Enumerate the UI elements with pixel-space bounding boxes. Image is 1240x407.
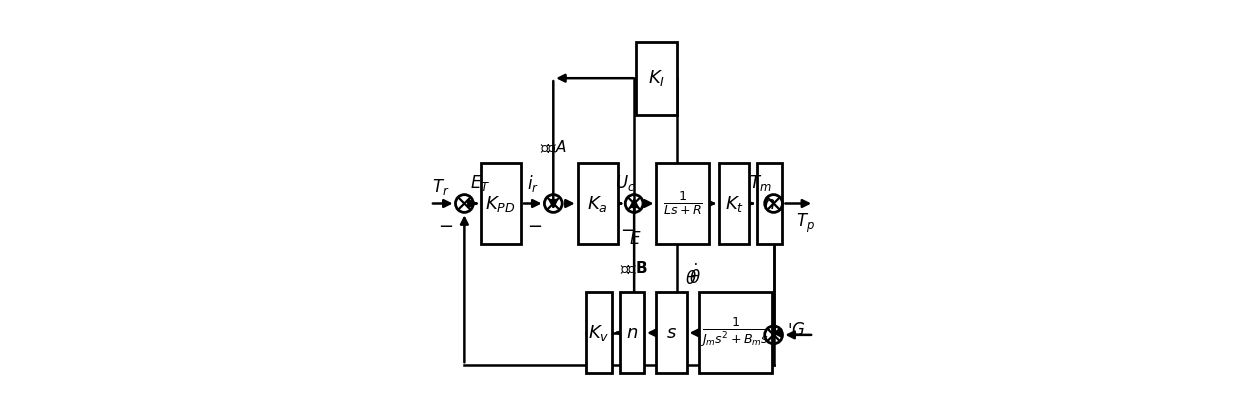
Text: $T_p$: $T_p$ <box>796 212 815 235</box>
Text: $K_{PD}$: $K_{PD}$ <box>486 193 516 214</box>
Text: $T_r$: $T_r$ <box>432 177 450 197</box>
FancyBboxPatch shape <box>636 42 677 115</box>
Text: $T_m$: $T_m$ <box>749 173 771 193</box>
Text: 节点$A$: 节点$A$ <box>539 138 567 155</box>
FancyBboxPatch shape <box>481 163 521 244</box>
FancyBboxPatch shape <box>656 163 709 244</box>
Text: $\frac{1}{J_m s^2+B_m s}$: $\frac{1}{J_m s^2+B_m s}$ <box>701 316 770 350</box>
Text: $-$: $-$ <box>620 221 635 239</box>
Text: 节点$\mathbf{B}$: 节点$\mathbf{B}$ <box>620 260 649 276</box>
Text: $E_T$: $E_T$ <box>470 173 491 193</box>
Text: $i_r$: $i_r$ <box>527 173 539 194</box>
Text: $-$: $-$ <box>527 217 542 234</box>
Text: $K_I$: $K_I$ <box>647 68 665 88</box>
Text: $\theta$: $\theta$ <box>684 270 697 289</box>
Text: $n$: $n$ <box>626 324 639 342</box>
FancyBboxPatch shape <box>758 163 781 244</box>
FancyBboxPatch shape <box>719 163 749 244</box>
Text: $E$: $E$ <box>629 232 641 248</box>
FancyBboxPatch shape <box>620 292 645 373</box>
Text: $K_t$: $K_t$ <box>724 193 744 214</box>
Text: $n$: $n$ <box>764 195 776 212</box>
Text: $\dot{\theta}$: $\dot{\theta}$ <box>688 264 701 289</box>
Text: '$G$: '$G$ <box>786 322 805 339</box>
Text: $U_c$: $U_c$ <box>615 173 636 193</box>
Text: $-$: $-$ <box>438 217 454 234</box>
FancyBboxPatch shape <box>656 292 687 373</box>
Text: $\frac{1}{Ls+R}$: $\frac{1}{Ls+R}$ <box>662 190 703 217</box>
Text: $K_a$: $K_a$ <box>588 193 608 214</box>
FancyBboxPatch shape <box>578 163 618 244</box>
FancyBboxPatch shape <box>585 292 611 373</box>
Text: $s$: $s$ <box>666 324 677 342</box>
Text: $K_v$: $K_v$ <box>588 323 610 343</box>
FancyBboxPatch shape <box>699 292 771 373</box>
